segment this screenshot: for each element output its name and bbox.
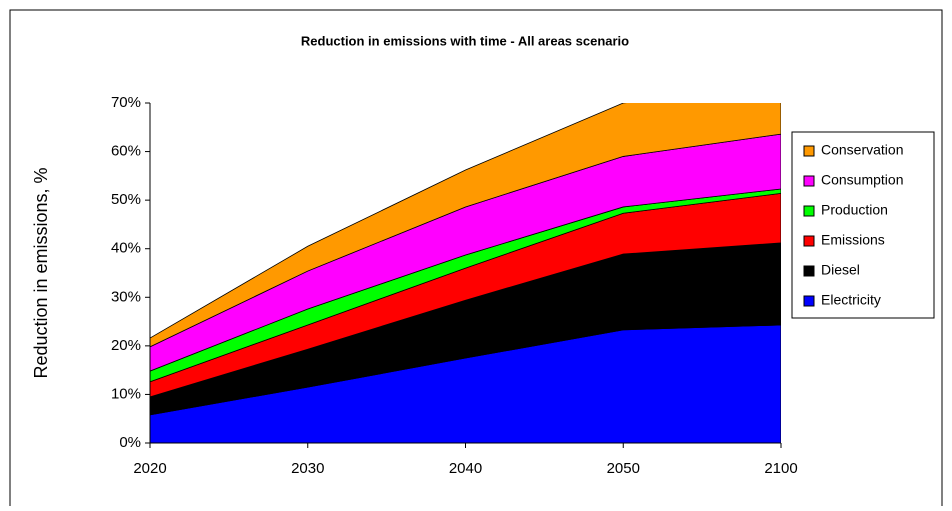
legend-swatch — [803, 235, 815, 247]
x-tick-label: 2100 — [764, 460, 797, 477]
legend-label: Diesel — [821, 262, 860, 278]
legend — [791, 131, 935, 319]
x-tick-label: 2030 — [291, 460, 324, 477]
x-tick-label: 2050 — [607, 460, 640, 477]
chart-title: Reduction in emissions with time - All a… — [301, 33, 629, 48]
area — [150, 103, 781, 348]
legend-swatch — [803, 205, 815, 217]
legend-label: Emissions — [821, 232, 885, 248]
legend-label: Electricity — [821, 292, 881, 308]
y-tick-label: 60% — [111, 143, 141, 160]
y-tick-label: 50% — [111, 191, 141, 208]
legend-swatch — [803, 295, 815, 307]
legend-label: Conservation — [821, 142, 904, 158]
y-axis-label: Reduction in emissions, % — [31, 167, 51, 378]
y-tick-label: 10% — [111, 385, 141, 402]
y-tick-label: 30% — [111, 288, 141, 305]
y-tick-label: 70% — [111, 94, 141, 111]
x-tick-label: 2040 — [449, 460, 482, 477]
plot-area — [150, 103, 781, 443]
y-tick-label: 0% — [119, 434, 141, 451]
x-tick-label: 2020 — [133, 460, 166, 477]
legend-label: Production — [821, 202, 888, 218]
y-tick-label: 40% — [111, 240, 141, 257]
y-tick-label: 20% — [111, 337, 141, 354]
legend-swatch — [803, 175, 815, 187]
legend-swatch — [803, 265, 815, 277]
legend-swatch — [803, 145, 815, 157]
legend-label: Consumption — [821, 172, 904, 188]
